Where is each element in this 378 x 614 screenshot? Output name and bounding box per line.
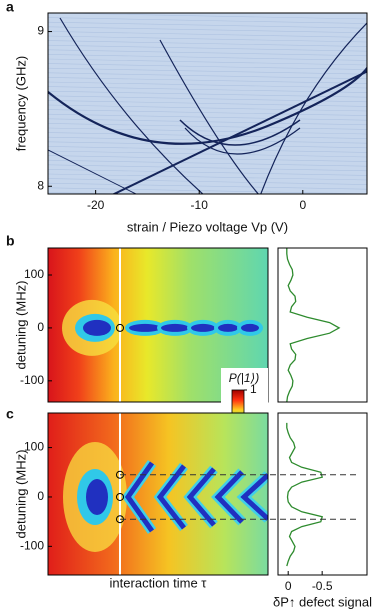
- texture: [48, 40, 367, 47]
- texture: [129, 323, 161, 332]
- texture: [48, 150, 367, 158]
- texture: [48, 192, 150, 194]
- texture: [48, 173, 367, 181]
- panel-label: c: [6, 406, 14, 422]
- texture: [48, 136, 367, 144]
- x-tick-label: -0.5: [312, 579, 333, 593]
- plot-area: [48, 413, 268, 575]
- texture: [48, 81, 367, 89]
- y-axis-label: detuning (MHz): [13, 281, 28, 370]
- texture: [48, 13, 367, 20]
- texture: [48, 141, 367, 149]
- texture: [86, 478, 108, 515]
- y-axis-label: frequency (GHz): [13, 56, 28, 151]
- texture: [48, 178, 367, 185]
- texture: [48, 95, 367, 103]
- plot-area: [48, 13, 367, 194]
- texture: [179, 119, 301, 146]
- frame: [277, 247, 368, 403]
- plot-area: [286, 248, 341, 402]
- texture: [48, 123, 367, 130]
- x-axis-label: strain / Piezo voltage Vp (V): [127, 219, 288, 234]
- plot-area: [286, 422, 324, 567]
- x-tick-label: 0: [285, 579, 292, 593]
- texture: [83, 319, 111, 336]
- texture: [48, 67, 367, 75]
- texture: [48, 104, 367, 112]
- frame: [47, 12, 368, 195]
- texture: [48, 159, 367, 167]
- y-tick-label: -100: [20, 539, 44, 553]
- texture: [48, 54, 367, 61]
- texture: [48, 21, 367, 29]
- texture: [48, 127, 367, 135]
- curve: [286, 248, 341, 402]
- panel-label: b: [6, 233, 15, 249]
- panel-label: a: [6, 0, 14, 15]
- texture: [186, 467, 216, 527]
- texture: [191, 323, 215, 332]
- marker: [116, 323, 124, 332]
- texture: [48, 155, 367, 162]
- texture: [111, 70, 367, 194]
- y-tick-label: 0: [37, 489, 44, 503]
- frame: [47, 412, 269, 576]
- texture: [48, 72, 367, 80]
- texture: [48, 164, 367, 172]
- texture: [59, 17, 204, 194]
- texture: [48, 26, 367, 34]
- texture: [48, 132, 367, 139]
- texture: [214, 470, 244, 524]
- y-tick-label: 0: [37, 320, 44, 334]
- frame: [47, 247, 269, 403]
- texture: [241, 323, 259, 332]
- texture: [184, 127, 301, 155]
- texture: [48, 17, 367, 24]
- texture: [161, 323, 189, 332]
- y-tick-label: 8: [37, 178, 44, 192]
- texture: [48, 182, 367, 190]
- colorbar-title: P(|1⟩): [229, 371, 259, 385]
- texture: [48, 86, 367, 93]
- texture: [48, 113, 367, 121]
- texture: [48, 49, 367, 57]
- x-axis-label: δP↑ defect signal: [273, 594, 372, 609]
- texture: [48, 63, 367, 70]
- curve: [286, 422, 324, 567]
- texture: [48, 35, 367, 43]
- y-tick-label: 100: [24, 440, 44, 454]
- texture: [48, 187, 367, 194]
- y-axis-label: detuning (MHz): [13, 450, 28, 539]
- texture: [48, 149, 138, 194]
- texture: [48, 77, 367, 84]
- texture: [48, 58, 367, 66]
- y-tick-label: 9: [37, 24, 44, 38]
- y-tick-label: -100: [20, 373, 44, 387]
- texture: [48, 31, 367, 38]
- texture: [48, 109, 367, 116]
- marker: [116, 492, 124, 501]
- x-tick-label: -20: [87, 198, 105, 212]
- texture: [260, 22, 367, 194]
- x-axis-label: interaction time τ: [110, 575, 208, 590]
- frame: [277, 412, 368, 576]
- texture: [48, 169, 367, 176]
- texture: [240, 473, 268, 521]
- texture: [218, 323, 238, 332]
- texture: [159, 39, 260, 194]
- x-tick-label: -10: [191, 198, 209, 212]
- texture: [48, 44, 367, 52]
- x-tick-label: 0: [299, 198, 306, 212]
- colorbar-tick-label: 1: [250, 382, 257, 396]
- y-tick-label: 100: [24, 267, 44, 281]
- texture: [156, 464, 186, 530]
